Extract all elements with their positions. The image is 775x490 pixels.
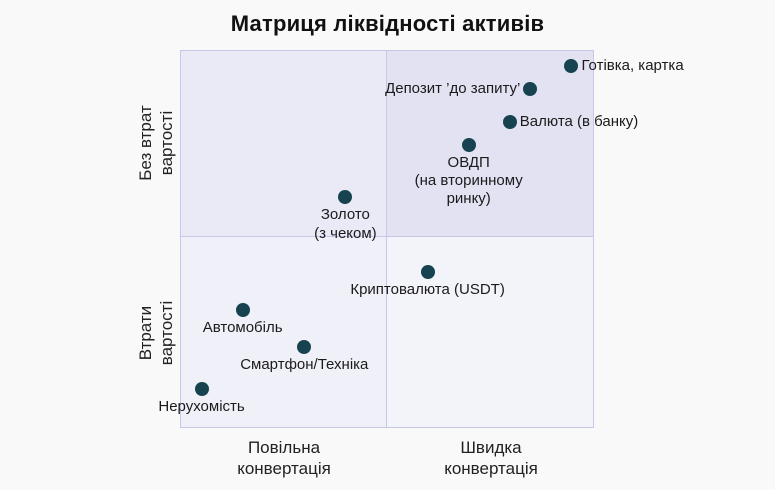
y-axis-label-top: Без втрат вартості [135, 105, 176, 181]
data-point-dot [235, 302, 250, 317]
quadrant-bottom-right [386, 236, 593, 427]
data-point-label: Нерухомість [158, 397, 245, 415]
data-point-dot [297, 340, 312, 355]
data-point-dot [523, 81, 538, 96]
vertical-divider-line [385, 51, 388, 427]
x-axis-label-left: Повільна конвертація [237, 438, 331, 479]
data-point-dot [502, 115, 517, 130]
data-point-label: ОВДП (на вторинному ринку) [414, 153, 523, 208]
data-point-dot [461, 137, 476, 152]
data-point-label: Криптовалюта (USDT) [350, 281, 505, 299]
data-point-dot [420, 265, 435, 280]
data-point-dot [338, 190, 353, 205]
chart-title: Матриця ліквідності активів [230, 11, 545, 36]
y-axis-label-bottom: Втрати вартості [135, 300, 176, 366]
quadrant-bottom-left [181, 236, 387, 427]
quadrant-top-left [181, 51, 387, 237]
data-point-label: Золото (з чеком) [314, 206, 377, 242]
data-point-label: Автомобіль [202, 318, 283, 336]
data-point-label: Депозит ’до запиту’ [385, 79, 521, 97]
data-point-label: Валюта (в банку) [519, 113, 639, 131]
data-point-label: Смартфон/Техніка [240, 356, 369, 374]
plot-area: Готівка, картка Депозит ’до запиту’ Валюта… [158, 50, 684, 428]
data-point-dot [194, 381, 209, 396]
horizontal-divider-line [181, 235, 593, 238]
data-point-dot [564, 59, 579, 73]
x-axis-label-right: Швидка конвертація [444, 438, 538, 479]
quadrant-top-right [386, 51, 593, 237]
data-point-label: Готівка, картка [581, 56, 684, 74]
